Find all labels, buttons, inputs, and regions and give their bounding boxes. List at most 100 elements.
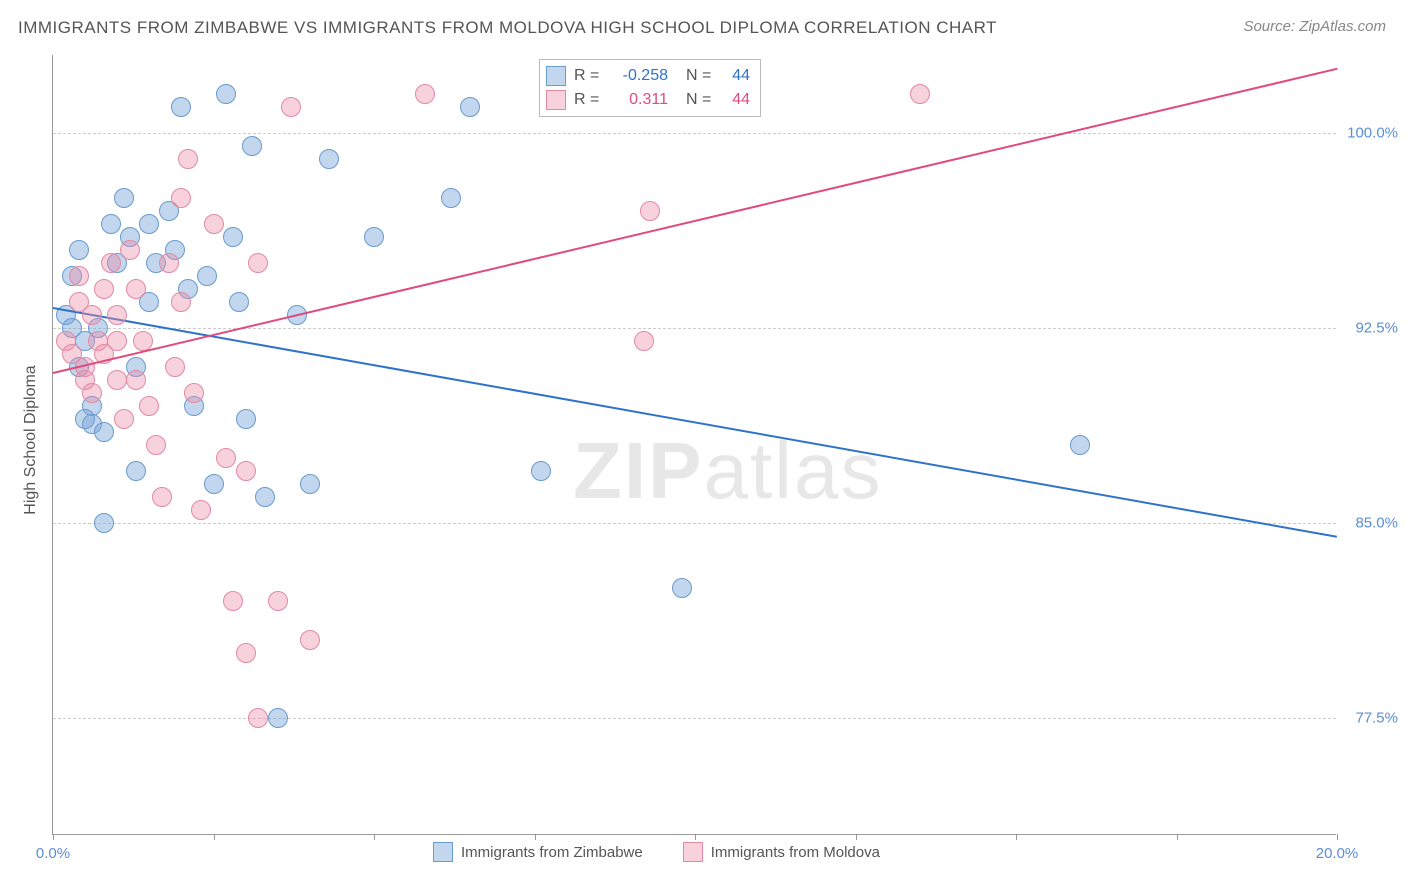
data-point (216, 448, 236, 468)
y-tick-label: 100.0% (1347, 125, 1398, 142)
n-value: 44 (720, 88, 750, 112)
data-point (364, 227, 384, 247)
data-point (191, 500, 211, 520)
data-point (300, 630, 320, 650)
data-point (126, 279, 146, 299)
n-value: 44 (720, 64, 750, 88)
data-point (165, 357, 185, 377)
data-point (114, 409, 134, 429)
data-point (139, 214, 159, 234)
x-tick (1337, 834, 1338, 840)
data-point (223, 591, 243, 611)
data-point (152, 487, 172, 507)
source-label: Source: ZipAtlas.com (1243, 18, 1386, 35)
data-point (223, 227, 243, 247)
x-tick (856, 834, 857, 840)
data-point (146, 435, 166, 455)
y-axis-label: High School Diploma (22, 365, 40, 514)
data-point (634, 331, 654, 351)
data-point (236, 461, 256, 481)
data-point (107, 305, 127, 325)
chart-area: ZIPatlas R =-0.258N =44R =0.311N =44 Imm… (52, 55, 1336, 835)
data-point (178, 149, 198, 169)
data-point (248, 708, 268, 728)
data-point (159, 253, 179, 273)
swatch-icon (546, 90, 566, 110)
data-point (101, 253, 121, 273)
data-point (640, 201, 660, 221)
x-tick-label: 0.0% (36, 845, 70, 862)
data-point (69, 266, 89, 286)
bottom-legend: Immigrants from Zimbabwe Immigrants from… (433, 842, 880, 862)
gridline (53, 133, 1336, 134)
data-point (204, 214, 224, 234)
data-point (171, 188, 191, 208)
data-point (910, 84, 930, 104)
data-point (236, 409, 256, 429)
data-point (126, 370, 146, 390)
data-point (236, 643, 256, 663)
n-label: N = (686, 64, 712, 88)
data-point (268, 591, 288, 611)
legend-item-moldova: Immigrants from Moldova (683, 842, 880, 862)
data-point (268, 708, 288, 728)
gridline (53, 523, 1336, 524)
r-value: -0.258 (608, 64, 668, 88)
chart-title: IMMIGRANTS FROM ZIMBABWE VS IMMIGRANTS F… (18, 18, 997, 38)
stats-row: R = -0.258 N = 44 (546, 64, 750, 88)
swatch-icon (683, 842, 703, 862)
data-point (204, 474, 224, 494)
data-point (94, 422, 114, 442)
stats-row: R =0.311N =44 (546, 88, 750, 112)
data-point (69, 240, 89, 260)
legend-label: Immigrants from Zimbabwe (461, 844, 643, 861)
legend-item-zimbabwe: Immigrants from Zimbabwe (433, 842, 643, 862)
data-point (120, 240, 140, 260)
data-point (531, 461, 551, 481)
x-tick (53, 834, 54, 840)
x-tick-label: 20.0% (1316, 845, 1359, 862)
x-tick (1016, 834, 1017, 840)
r-label: R = (574, 64, 600, 88)
swatch-icon (546, 66, 566, 86)
data-point (171, 97, 191, 117)
data-point (101, 214, 121, 234)
swatch-icon (433, 842, 453, 862)
data-point (300, 474, 320, 494)
data-point (415, 84, 435, 104)
data-point (229, 292, 249, 312)
data-point (460, 97, 480, 117)
x-tick (1177, 834, 1178, 840)
data-point (441, 188, 461, 208)
y-tick-label: 77.5% (1355, 710, 1398, 727)
data-point (107, 370, 127, 390)
data-point (82, 305, 102, 325)
x-tick (695, 834, 696, 840)
data-point (242, 136, 262, 156)
x-tick (214, 834, 215, 840)
y-tick-label: 92.5% (1355, 320, 1398, 337)
legend-label: Immigrants from Moldova (711, 844, 880, 861)
data-point (75, 370, 95, 390)
data-point (1070, 435, 1090, 455)
stats-legend: R = -0.258 N = 44R = 0.311 N = 44 (539, 59, 761, 117)
y-tick-label: 85.0% (1355, 515, 1398, 532)
data-point (248, 253, 268, 273)
data-point (216, 84, 236, 104)
data-point (114, 188, 134, 208)
data-point (139, 396, 159, 416)
data-point (197, 266, 217, 286)
r-value: 0.311 (608, 88, 668, 112)
data-point (255, 487, 275, 507)
x-tick (535, 834, 536, 840)
watermark: ZIPatlas (573, 425, 882, 517)
data-point (94, 279, 114, 299)
data-point (184, 383, 204, 403)
data-point (281, 97, 301, 117)
data-point (672, 578, 692, 598)
r-label: R = (574, 88, 600, 112)
data-point (94, 513, 114, 533)
data-point (126, 461, 146, 481)
data-point (319, 149, 339, 169)
x-tick (374, 834, 375, 840)
